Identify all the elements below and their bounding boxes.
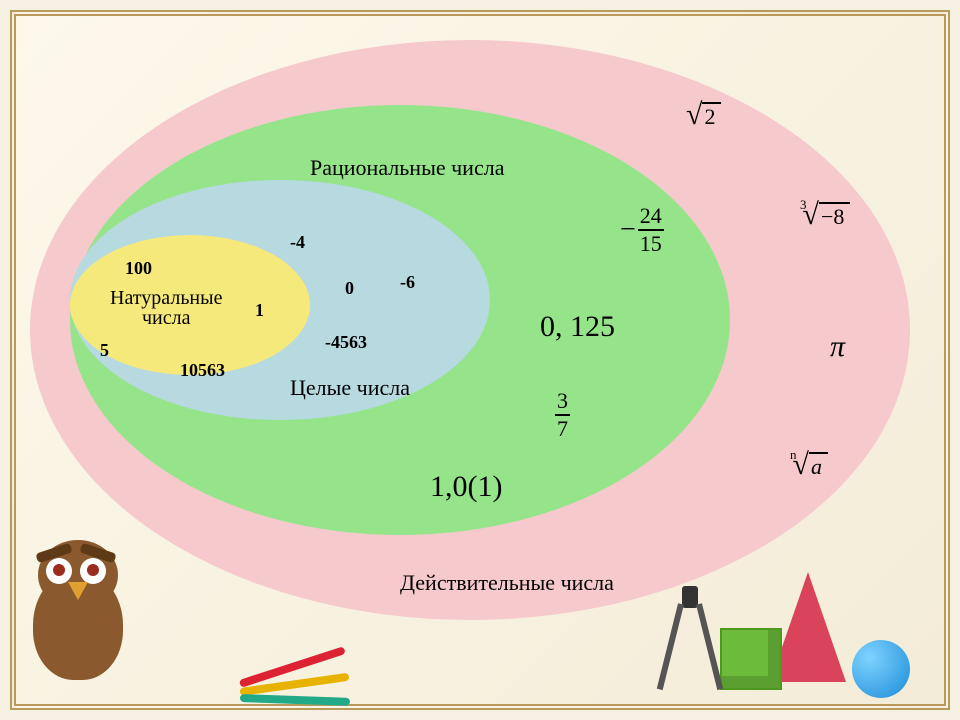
value-radical: 3√−8 [800, 200, 850, 232]
value-text: π [830, 330, 845, 364]
sphere-shape-icon [852, 640, 910, 698]
value-text: -4 [290, 232, 305, 253]
value-fraction: −2415 [620, 205, 664, 255]
value-radical: √2 [690, 100, 721, 132]
value-text: -6 [400, 272, 415, 293]
label-integer: Целые числа [290, 375, 410, 401]
value-text: 5 [100, 340, 109, 361]
value-text: 0 [345, 278, 354, 299]
compass-icon [660, 586, 720, 696]
label-natural-line2: числа [142, 308, 191, 328]
owl-mascot-icon [18, 540, 138, 690]
label-rational: Рациональные числа [310, 155, 504, 181]
label-natural-line1: Натуральные [110, 288, 222, 308]
value-text: 1,0(1) [430, 470, 502, 504]
value-text: -4563 [325, 332, 367, 353]
value-fraction: 37 [555, 390, 570, 440]
value-radical: n√a [790, 450, 828, 482]
value-text: 100 [125, 258, 152, 279]
cube-shape-icon [720, 628, 782, 690]
label-real: Действительные числа [400, 570, 614, 596]
value-text: 1 [255, 300, 264, 321]
value-text: 10563 [180, 360, 225, 381]
value-text: 0, 125 [540, 310, 615, 344]
stage: Рациональные числа Целые числа Действите… [0, 0, 960, 720]
label-natural: Натуральные числа [110, 288, 222, 328]
